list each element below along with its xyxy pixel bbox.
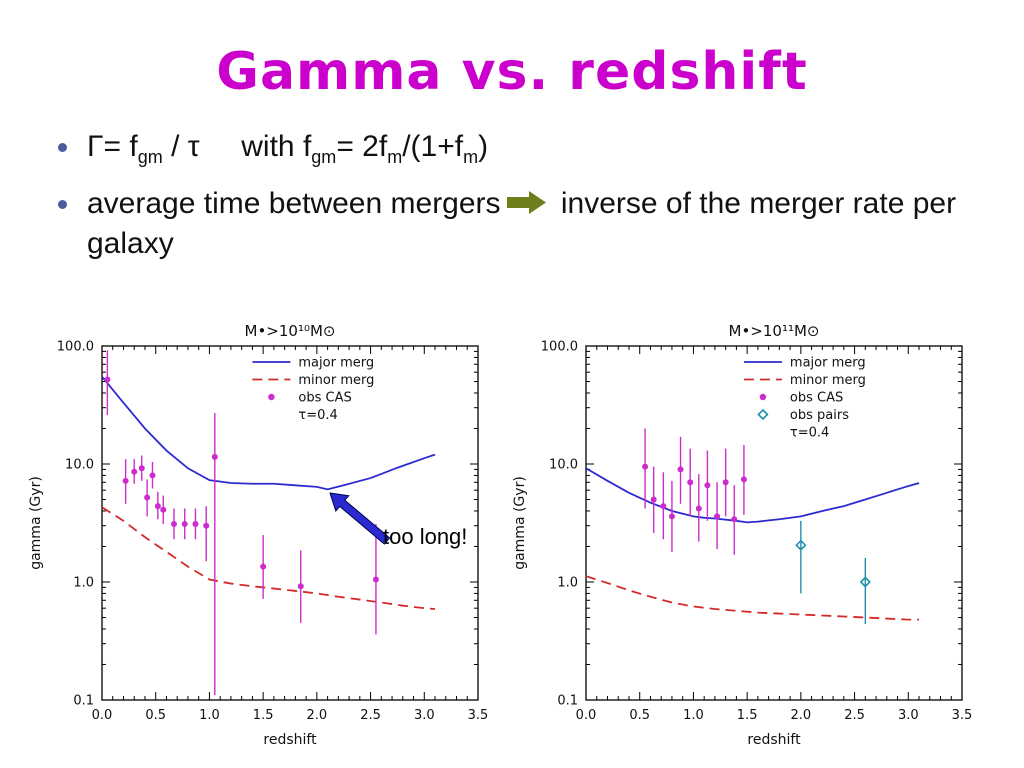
svg-text:0.5: 0.5 <box>145 708 166 723</box>
merger-rate-text: average time between mergers inverse of … <box>87 185 967 263</box>
formula-run: Γ= f <box>87 130 138 163</box>
svg-text:0.5: 0.5 <box>629 708 650 723</box>
bullet-item-formula: Γ= fgm / τ with fgm= 2fm/(1+fm) <box>58 128 984 169</box>
svg-text:major merg: major merg <box>298 356 374 371</box>
formula-run: ) <box>478 130 489 163</box>
formula-subscript: gm <box>137 147 163 167</box>
svg-text:100.0: 100.0 <box>541 340 578 355</box>
annotation-arrow-icon <box>325 489 395 554</box>
formula-subscript: gm <box>311 147 337 167</box>
svg-text:3.5: 3.5 <box>468 708 489 723</box>
svg-text:2.0: 2.0 <box>791 708 812 723</box>
svg-text:0.1: 0.1 <box>557 694 578 709</box>
svg-text:0.0: 0.0 <box>576 708 597 723</box>
chart-mass-1e10: M•>10¹⁰M⊙ 0.0 0.5 1.0 1.5 2.0 2.5 3.0 3.5 0.1 1.0 1… <box>28 322 489 748</box>
svg-text:major merg: major merg <box>790 356 866 371</box>
svg-text:redshift: redshift <box>263 732 317 748</box>
svg-text:1.0: 1.0 <box>683 708 704 723</box>
svg-text:minor merg: minor merg <box>790 373 866 388</box>
svg-text:1.5: 1.5 <box>737 708 758 723</box>
page-title: Gamma vs. redshift <box>216 42 808 102</box>
bullet-dot <box>58 143 67 152</box>
bullet-item-merger-rate: average time between mergers inverse of … <box>58 185 984 263</box>
svg-text:τ=0.4: τ=0.4 <box>790 426 829 441</box>
right-arrow-icon <box>506 188 547 226</box>
svg-text:10.0: 10.0 <box>549 458 578 473</box>
svg-text:obs pairs: obs pairs <box>790 408 849 423</box>
svg-text:2.5: 2.5 <box>360 708 381 723</box>
svg-text:2.0: 2.0 <box>307 708 328 723</box>
svg-text:10.0: 10.0 <box>65 458 94 473</box>
svg-text:3.0: 3.0 <box>414 708 435 723</box>
svg-text:0.0: 0.0 <box>92 708 113 723</box>
svg-text:gamma (Gyr): gamma (Gyr) <box>512 476 528 570</box>
svg-text:3.0: 3.0 <box>898 708 919 723</box>
svg-text:2.5: 2.5 <box>844 708 865 723</box>
formula-subscript: m <box>387 147 403 167</box>
annotation-too-long: too long! <box>383 524 468 549</box>
svg-text:100.0: 100.0 <box>57 340 94 355</box>
svg-text:obs CAS: obs CAS <box>298 391 351 406</box>
text-run: inverse of the merger rate per galaxy <box>87 186 965 261</box>
svg-text:1.0: 1.0 <box>73 576 94 591</box>
svg-text:1.0: 1.0 <box>199 708 220 723</box>
formula-subscript: m <box>463 147 479 167</box>
svg-text:obs CAS: obs CAS <box>790 391 843 406</box>
charts-row: M•>10¹⁰M⊙ 0.0 0.5 1.0 1.5 2.0 2.5 3.0 3.5 0.1 1.0 1… <box>22 316 976 756</box>
text-run: average time between mergers <box>87 186 501 220</box>
svg-text:1.0: 1.0 <box>557 576 578 591</box>
svg-text:M•>10¹¹M⊙: M•>10¹¹M⊙ <box>729 322 820 340</box>
svg-text:minor merg: minor merg <box>298 373 374 388</box>
svg-text:3.5: 3.5 <box>952 708 973 723</box>
chart-mass-1e11: M•>10¹¹M⊙ 0.0 0.5 1.0 1.5 2.0 2.5 3.0 3.5 0.1 1.0 1… <box>512 322 973 748</box>
formula-run: / τ with f <box>162 130 312 163</box>
formula-run: /(1+f <box>402 130 464 163</box>
svg-text:τ=0.4: τ=0.4 <box>298 408 337 423</box>
svg-text:M•>10¹⁰M⊙: M•>10¹⁰M⊙ <box>245 322 336 340</box>
bullet-dot <box>58 199 67 209</box>
svg-text:gamma (Gyr): gamma (Gyr) <box>28 476 44 570</box>
bullet-list: Γ= fgm / τ with fgm= 2fm/(1+fm) average … <box>58 128 984 263</box>
gamma-formula-text: Γ= fgm / τ with fgm= 2fm/(1+fm) <box>87 128 488 169</box>
svg-text:0.1: 0.1 <box>73 694 94 709</box>
formula-run: = 2f <box>336 130 388 163</box>
svg-text:redshift: redshift <box>747 732 801 748</box>
svg-text:1.5: 1.5 <box>253 708 274 723</box>
